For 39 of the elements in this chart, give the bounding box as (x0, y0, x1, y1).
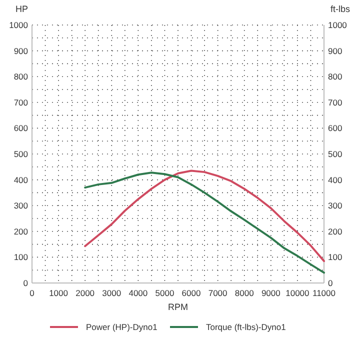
y-tick-label: 0 (23, 278, 28, 288)
x-tick-label: 1000 (49, 288, 68, 298)
x-tick-label: 7000 (208, 288, 228, 298)
x-tick-label: 6000 (182, 288, 201, 298)
y-tick-label: 500 (14, 149, 28, 159)
x-axis-title: RPM (168, 302, 188, 312)
y-tick-label: 700 (14, 97, 28, 108)
y2-tick-label: 0 (328, 278, 333, 288)
x-tick-label: 10000 (286, 288, 310, 298)
y-tick-label: 100 (14, 252, 28, 262)
x-tick-label: 0 (30, 288, 35, 298)
x-tick-label: 3000 (102, 288, 122, 298)
y-tick-label: 1000 (9, 20, 28, 30)
y-tick-label: 200 (14, 226, 28, 236)
legend-label: Power (HP)-Dyno1 (86, 322, 158, 332)
y2-axis-title: ft-lbs (330, 4, 350, 14)
x-tick-label: 8000 (234, 288, 254, 298)
y-tick-label: 800 (14, 72, 28, 82)
y-tick-label: 400 (14, 174, 28, 185)
legend-label: Torque (ft-lbs)-Dyno1 (206, 322, 286, 332)
y2-tick-label: 900 (328, 46, 342, 56)
y2-tick-label: 200 (328, 226, 342, 236)
x-tick-label: 5000 (155, 288, 174, 298)
y-tick-label: 300 (14, 200, 28, 211)
y-tick-label: 600 (14, 123, 28, 134)
y-tick-label: 900 (14, 46, 28, 56)
x-tick-label: 4000 (128, 288, 148, 298)
y2-tick-label: 600 (328, 123, 342, 134)
y2-tick-label: 300 (328, 200, 342, 211)
y2-tick-label: 100 (328, 252, 342, 262)
y2-tick-label: 700 (328, 97, 342, 108)
y2-tick-label: 800 (328, 72, 342, 82)
x-tick-label: 11000 (312, 288, 336, 298)
y2-tick-label: 400 (328, 174, 342, 185)
y-axis-title: HP (15, 4, 28, 14)
x-tick-label: 9000 (261, 288, 281, 298)
x-tick-label: 2000 (76, 288, 95, 298)
y2-tick-label: 1000 (328, 20, 348, 30)
y2-tick-label: 500 (328, 149, 342, 159)
